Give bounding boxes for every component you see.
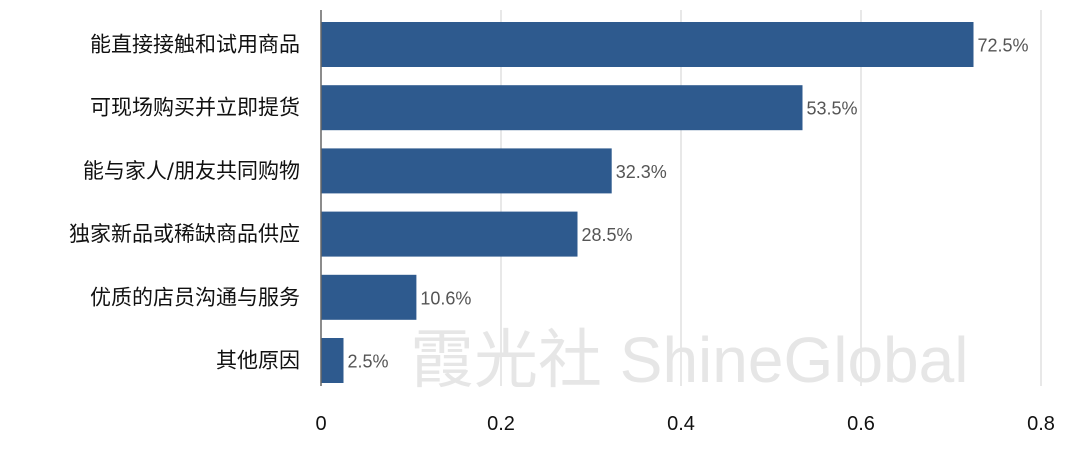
data-label: 2.5% bbox=[348, 352, 389, 372]
bar bbox=[321, 211, 578, 257]
bar bbox=[321, 274, 417, 320]
x-tick-label: 0.8 bbox=[1027, 413, 1055, 435]
x-tick-label: 0.2 bbox=[487, 413, 515, 435]
x-tick-label: 0.6 bbox=[847, 413, 875, 435]
category-label: 优质的店员沟通与服务 bbox=[90, 285, 300, 309]
category-label: 其他原因 bbox=[216, 349, 300, 373]
data-label: 28.5% bbox=[582, 225, 633, 245]
data-label: 72.5% bbox=[978, 36, 1029, 56]
bars: 能直接接触和试用商品 72.5% 可现场购买并立即提货 53.5% 能与家人/朋友共同购… bbox=[69, 22, 1029, 383]
data-label: 32.3% bbox=[616, 162, 667, 182]
x-tick-label: 0.4 bbox=[667, 413, 695, 435]
gridlines bbox=[500, 10, 1042, 386]
data-label: 10.6% bbox=[420, 288, 471, 308]
bar bbox=[321, 85, 803, 131]
x-axis-ticks: 0 0.2 0.4 0.6 0.8 bbox=[315, 413, 1054, 435]
bar bbox=[321, 22, 974, 67]
category-label: 能与家人/朋友共同购物 bbox=[83, 159, 300, 183]
bar bbox=[321, 338, 344, 383]
category-label: 独家新品或稀缺商品供应 bbox=[69, 222, 300, 246]
category-label: 可现场购买并立即提货 bbox=[90, 96, 300, 120]
category-label: 能直接接触和试用商品 bbox=[90, 33, 300, 57]
x-tick-label: 0 bbox=[315, 413, 326, 435]
data-label: 53.5% bbox=[807, 99, 858, 119]
watermark: 霞光社 ShineGlobal bbox=[410, 324, 968, 396]
bar bbox=[321, 148, 612, 194]
